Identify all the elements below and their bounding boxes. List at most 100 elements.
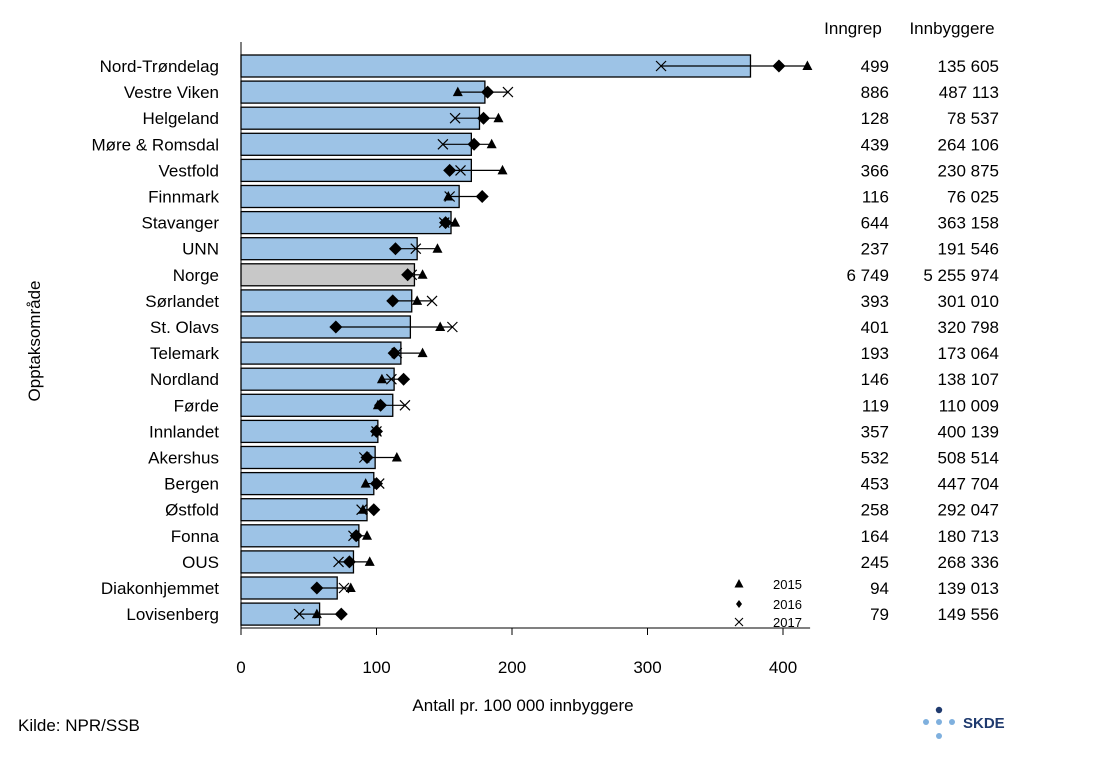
legend-item: 2017: [734, 615, 802, 630]
innbyggere-value: 264 106: [938, 135, 999, 154]
category-label: Helgeland: [142, 109, 219, 128]
marker-2016: [477, 111, 491, 125]
innbyggere-value: 191 546: [938, 240, 999, 259]
marker-2016: [360, 451, 374, 464]
innbyggere-value: 110 009: [939, 396, 999, 415]
category-label: UNN: [182, 240, 219, 259]
category-label: Nord-Trøndelag: [100, 57, 219, 76]
bars-group: [240, 54, 752, 626]
logo-dot: [936, 719, 942, 725]
category-label: Bergen: [164, 475, 219, 494]
marker-2016: [443, 163, 457, 177]
logo-dot: [949, 719, 955, 725]
category-label: Vestre Viken: [124, 83, 219, 102]
inngrep-value: 393: [861, 292, 889, 311]
marker-2016: [334, 607, 348, 621]
marker-2015: [391, 452, 402, 462]
marker-2017: [385, 373, 397, 385]
marker-2016: [439, 216, 453, 230]
marker-2015: [345, 582, 356, 592]
inngrep-value: 116: [862, 188, 889, 207]
y-axis-title: Opptaksområde: [25, 281, 44, 402]
marker-2017: [410, 243, 422, 255]
marker-2015: [417, 269, 428, 279]
bar: [240, 158, 473, 183]
legend: 2015 2016 2017: [734, 577, 802, 630]
innbyggere-value: 5 255 974: [923, 266, 999, 285]
bar: [240, 524, 360, 548]
marker-2017: [438, 217, 450, 229]
innbyggere-value: 78 537: [947, 109, 999, 128]
table-header-innbyggere: Innbyggere: [909, 19, 994, 38]
logo-text: SKDE: [963, 715, 1005, 732]
marker-2017: [338, 582, 350, 594]
category-label: OUS: [182, 553, 219, 572]
category-label: Vestfold: [159, 161, 220, 180]
bar: [240, 471, 375, 496]
marker-2016: [370, 477, 383, 491]
marker-2017: [333, 556, 344, 568]
marker-2017: [356, 504, 368, 516]
bar: [240, 210, 452, 235]
marker-2015: [452, 86, 463, 97]
marker-2017: [655, 60, 667, 72]
marker-2015: [364, 556, 375, 566]
innbyggere-value: 487 113: [939, 83, 999, 102]
marker-2015: [435, 321, 446, 331]
innbyggere-value: 138 107: [938, 370, 999, 389]
category-label: Stavanger: [142, 214, 220, 233]
innbyggere-value: 320 798: [938, 318, 999, 337]
x-axis-title: Antall pr. 100 000 innbyggere: [412, 696, 633, 715]
marker-2016: [349, 529, 363, 543]
marker-2015: [360, 478, 371, 488]
x-tick-label: 400: [769, 658, 797, 677]
marker-2015: [493, 112, 504, 123]
category-label: Telemark: [150, 344, 219, 363]
inngrep-value: 146: [861, 370, 889, 389]
marker-2017: [449, 112, 461, 124]
bar: [240, 419, 379, 444]
inngrep-value: 128: [861, 109, 889, 128]
bar: [240, 80, 486, 104]
inngrep-value: 357: [861, 422, 889, 441]
inngrep-value: 6 749: [846, 266, 889, 285]
category-label: Østfold: [165, 501, 219, 520]
inngrep-value: 886: [861, 83, 889, 102]
marker-2017: [502, 86, 514, 98]
logo-dot: [923, 719, 929, 725]
markers-group: [293, 59, 813, 621]
table-group: 499 135 605 886 487 113 128 78 537 439 264 106 3…: [846, 57, 999, 624]
axes-group: 0 100 200 300 400: [236, 42, 811, 677]
bar: [240, 498, 368, 522]
marker-2016: [467, 137, 481, 151]
marker-2016: [367, 503, 381, 517]
marker-2015: [362, 530, 373, 540]
marker-2017: [437, 138, 449, 150]
inngrep-value: 193: [861, 344, 889, 363]
category-label: Nordland: [150, 370, 219, 389]
marker-2015: [486, 138, 497, 149]
table-header-inngrep: Inngrep: [824, 19, 882, 38]
category-label: Sørlandet: [145, 292, 219, 311]
bar: [240, 367, 395, 391]
x-tick-label: 0: [236, 658, 245, 677]
inngrep-value: 79: [870, 605, 889, 624]
category-label: St. Olavs: [150, 318, 219, 337]
marker-2017: [406, 269, 418, 281]
category-label: Norge: [173, 266, 219, 285]
x-tick-label: 300: [633, 658, 661, 677]
marker-2017: [391, 347, 403, 359]
inngrep-value: 401: [861, 318, 889, 337]
bar: [240, 132, 473, 156]
innbyggere-value: 292 047: [938, 501, 999, 520]
marker-2015: [802, 60, 813, 70]
logo-dot: [936, 733, 942, 739]
innbyggere-value: 363 158: [938, 214, 999, 233]
inngrep-value: 366: [861, 161, 889, 180]
bar: [240, 106, 481, 130]
inngrep-value: 532: [861, 449, 889, 468]
inngrep-value: 164: [861, 527, 889, 546]
legend-label: 2017: [773, 615, 802, 630]
bar: [240, 393, 394, 417]
inngrep-value: 237: [861, 240, 889, 259]
